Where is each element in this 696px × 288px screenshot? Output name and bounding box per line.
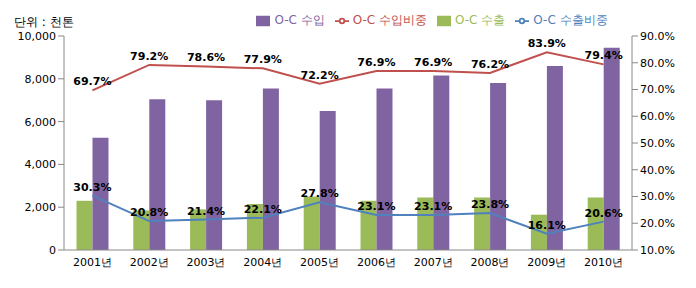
svg-text:90.0%: 90.0% [640,30,675,43]
svg-text:21.4%: 21.4% [187,205,225,218]
svg-text:2010년: 2010년 [584,256,623,269]
svg-text:20.0%: 20.0% [640,217,675,230]
svg-text:23.1%: 23.1% [414,200,452,213]
html-text:O-C 수출비중: O-C 수출비중 [533,13,608,27]
svg-text:16.1%: 16.1% [528,219,566,232]
html-text:O-C 수입: O-C 수입 [274,13,325,27]
svg-text:2002년: 2002년 [130,256,169,269]
svg-text:70.0%: 70.0% [640,83,675,96]
html-text:O-C 수입비중: O-C 수입비중 [352,13,427,27]
svg-text:83.9%: 83.9% [528,37,566,50]
svg-text:78.6%: 78.6% [187,51,225,64]
svg-text:10.0%: 10.0% [640,244,675,257]
svg-text:22.1%: 22.1% [244,203,282,216]
svg-text:2004년: 2004년 [243,256,282,269]
svg-text:20.6%: 20.6% [585,207,623,220]
svg-text:60.0%: 60.0% [640,110,675,123]
svg-text:80.0%: 80.0% [640,57,675,70]
svg-text:4,000: 4,000 [25,158,57,171]
svg-text:2005년: 2005년 [300,256,339,269]
svg-text:69.7%: 69.7% [73,75,111,88]
svg-text:6,000: 6,000 [25,116,57,129]
svg-text:72.2%: 72.2% [301,69,339,82]
svg-text:8,000: 8,000 [25,73,57,86]
svg-text:27.8%: 27.8% [301,187,339,200]
svg-text:40.0%: 40.0% [640,164,675,177]
svg-text:76.9%: 76.9% [357,56,395,69]
html-text:단위 : 천톤: 단위 : 천톤 [14,15,74,29]
svg-text:2007년: 2007년 [414,256,453,269]
svg-text:76.2%: 76.2% [471,58,509,71]
html-text:O-C 수출: O-C 수출 [455,13,506,27]
svg-text:30.3%: 30.3% [73,181,111,194]
svg-text:2,000: 2,000 [25,201,57,214]
svg-text:23.8%: 23.8% [471,198,509,211]
svg-text:23.1%: 23.1% [357,200,395,213]
svg-text:77.9%: 77.9% [244,53,282,66]
svg-text:20.8%: 20.8% [130,206,168,219]
svg-text:76.9%: 76.9% [414,56,452,69]
svg-text:50.0%: 50.0% [640,137,675,150]
svg-text:2001년: 2001년 [73,256,112,269]
svg-text:79.4%: 79.4% [585,49,623,62]
svg-text:30.0%: 30.0% [640,190,675,203]
svg-text:2006년: 2006년 [357,256,396,269]
svg-text:2009년: 2009년 [527,256,566,269]
svg-text:0: 0 [49,244,56,257]
svg-text:10,000: 10,000 [18,30,57,43]
svg-text:2003년: 2003년 [187,256,226,269]
svg-text:79.2%: 79.2% [130,50,168,63]
svg-text:2008년: 2008년 [471,256,510,269]
